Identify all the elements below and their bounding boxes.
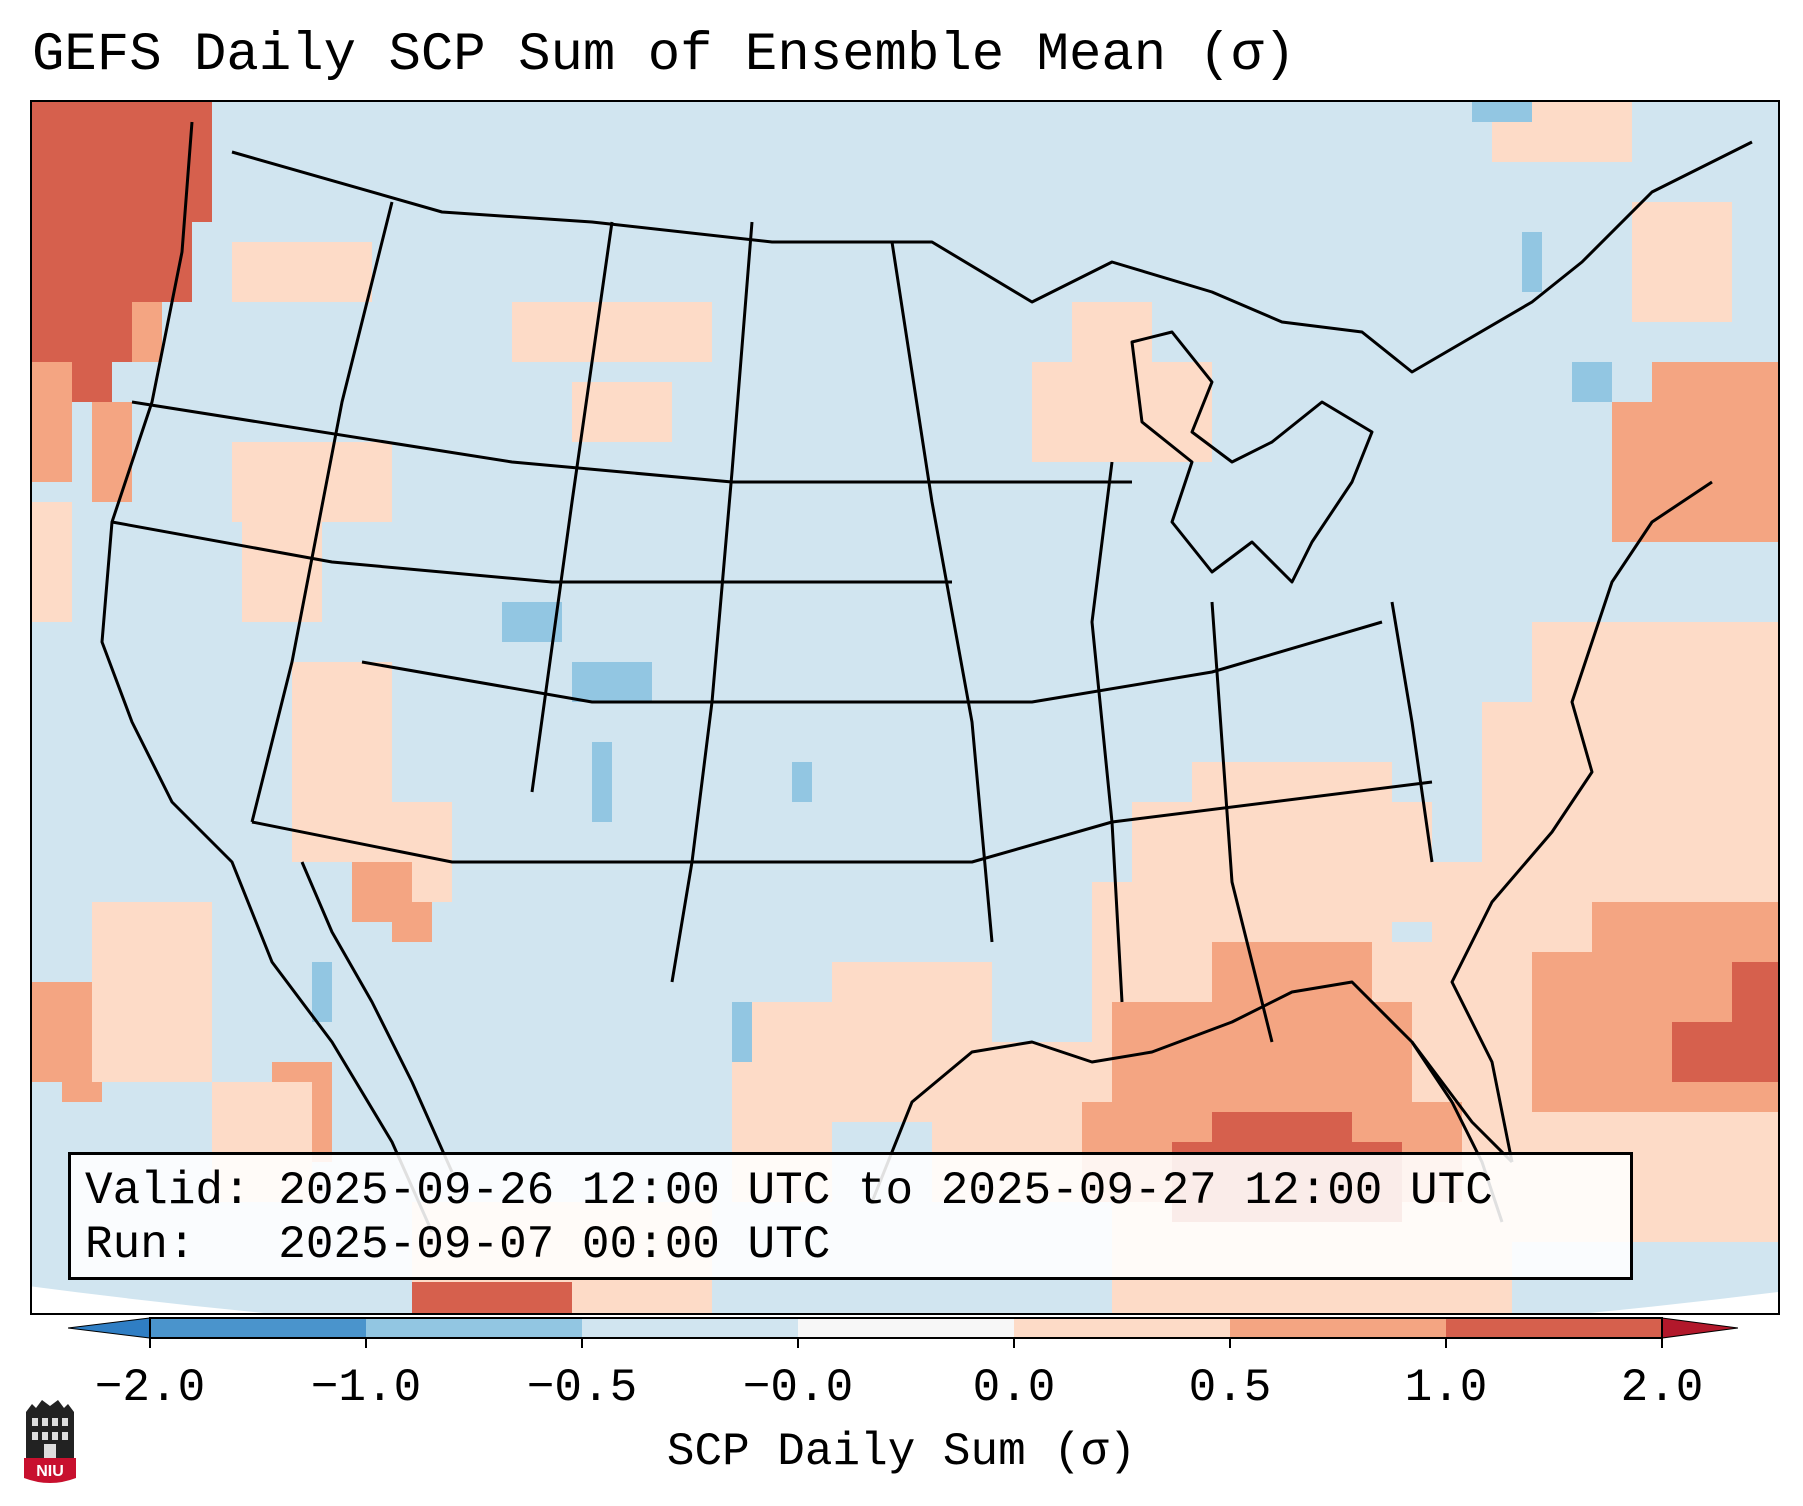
niu-logo-icon: NIU bbox=[24, 1400, 76, 1483]
state-lines-5 bbox=[250, 201, 394, 823]
niu-logo: NIU bbox=[22, 1392, 78, 1488]
colorbar-tick-label: −1.0 bbox=[310, 1362, 422, 1414]
colorbar-seg-neg05-0 bbox=[582, 1318, 798, 1338]
colorbar-tick-label: 0.0 bbox=[972, 1362, 1056, 1414]
valid-info-box: Valid: 2025-09-26 12:00 UTC to 2025-09-2… bbox=[68, 1152, 1633, 1280]
colorbar-seg-zero bbox=[798, 1318, 1014, 1338]
colorbar bbox=[67, 1312, 1739, 1372]
state-lines-9 bbox=[1090, 461, 1124, 1003]
state-lines-3 bbox=[361, 620, 1383, 704]
colorbar-extend-high bbox=[1661, 1317, 1739, 1339]
colorbar-label: SCP Daily Sum (σ) bbox=[666, 1426, 1137, 1478]
colorbar-tick-label: 0.5 bbox=[1188, 1362, 1272, 1414]
anomaly-southwest bbox=[352, 862, 432, 942]
anomaly-negative bbox=[312, 102, 1612, 1062]
anomaly-northeast bbox=[1612, 362, 1778, 542]
map-canvas bbox=[32, 102, 1778, 1313]
west-coast bbox=[100, 121, 434, 1233]
colorbar-ticks bbox=[149, 1338, 1663, 1348]
colorbar-seg-neg2-neg1 bbox=[150, 1318, 366, 1338]
colorbar-tick-label: −0.5 bbox=[526, 1362, 638, 1414]
colorbar-extend-low bbox=[67, 1317, 151, 1339]
niu-logo-text: NIU bbox=[36, 1463, 64, 1480]
chart-title: GEFS Daily SCP Sum of Ensemble Mean (σ) bbox=[32, 25, 1296, 86]
state-lines-6 bbox=[530, 221, 614, 793]
run-line: Run: 2025-09-07 00:00 UTC bbox=[85, 1219, 831, 1271]
map-panel bbox=[30, 100, 1780, 1315]
colorbar-seg-1-2 bbox=[1446, 1318, 1662, 1338]
boundaries bbox=[100, 121, 1753, 1233]
valid-line: Valid: 2025-09-26 12:00 UTC to 2025-09-2… bbox=[85, 1165, 1493, 1217]
state-lines-8 bbox=[890, 241, 994, 943]
state-lines-4 bbox=[251, 780, 1433, 864]
state-lines-10 bbox=[1210, 601, 1274, 1043]
colorbar-tick-label: 2.0 bbox=[1620, 1362, 1704, 1414]
colorbar-outline bbox=[149, 1317, 1663, 1339]
anomaly-pacific-nw bbox=[32, 102, 212, 402]
colorbar-tick-label: −0.0 bbox=[742, 1362, 854, 1414]
great-lakes bbox=[1130, 330, 1374, 584]
colorbar-tick-label: −2.0 bbox=[94, 1362, 206, 1414]
state-lines-11 bbox=[1390, 601, 1434, 863]
colorbar-tick-label: 1.0 bbox=[1404, 1362, 1488, 1414]
colorbar-seg-0-05 bbox=[1014, 1318, 1230, 1338]
us-canada-border bbox=[231, 140, 1753, 374]
colorbar-seg-neg1-neg05 bbox=[366, 1318, 582, 1338]
colorbar-svg bbox=[67, 1317, 1739, 1348]
mexico-coast bbox=[300, 861, 454, 1173]
east-coast bbox=[1450, 480, 1713, 1163]
colorbar-seg-05-1 bbox=[1230, 1318, 1446, 1338]
state-lines-2 bbox=[111, 520, 952, 584]
state-lines-7 bbox=[670, 221, 754, 983]
